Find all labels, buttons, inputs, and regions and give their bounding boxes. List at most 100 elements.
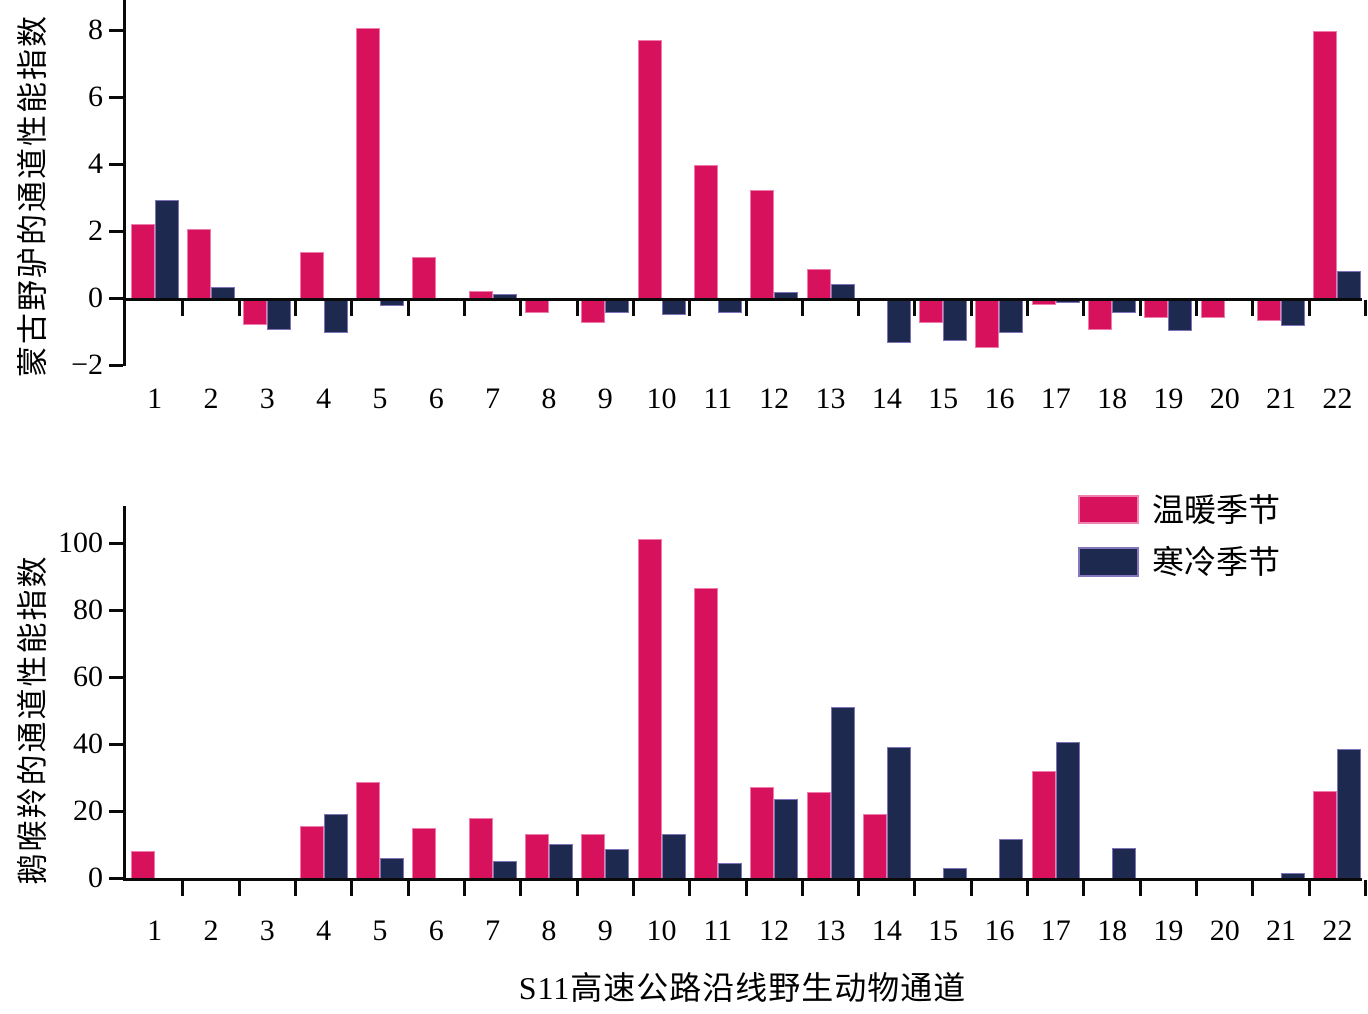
bar-warm-channel-1 [130,223,155,300]
bar-warm-channel-19 [1144,299,1169,318]
bar-warm-channel-15 [919,299,944,323]
x-tick [462,880,466,896]
x-tick [406,880,410,896]
y-tick-label: 8 [88,12,103,46]
x-tick-label-channel-13: 13 [815,382,846,415]
x-tick [1138,880,1142,896]
bar-warm-channel-12 [750,190,775,300]
y-tick [109,162,123,166]
bar-cold-channel-10 [661,299,686,315]
x-tick-label-channel-9: 9 [597,914,613,947]
bar-warm-channel-13 [806,269,831,300]
bar-warm-channel-10 [637,39,662,300]
x-tick [1307,880,1311,896]
bar-cold-channel-16 [999,839,1024,880]
x-tick [688,299,692,316]
x-tick-label-channel-16: 16 [984,382,1015,415]
y-tick-label: 6 [88,79,103,113]
x-tick [1082,880,1086,896]
x-tick [406,299,410,316]
bar-cold-channel-14 [886,299,911,344]
bar-warm-channel-11 [693,165,718,300]
y-tick-label: 60 [73,659,103,693]
bar-warm-channel-11 [693,587,718,880]
x-tick [1026,880,1030,896]
legend-swatch-cold-season [1078,547,1139,577]
bar-warm-channel-2 [186,228,211,300]
bar-cold-channel-4 [323,814,348,880]
y-tick-label: 0 [88,861,103,894]
x-tick [1195,880,1199,896]
x-tick-label-channel-10: 10 [646,914,677,947]
x-tick-label-channel-5: 5 [372,914,388,947]
x-tick-label-channel-4: 4 [316,914,332,947]
y-tick-label: 40 [73,726,103,760]
bar-cold-channel-4 [323,299,348,333]
y-tick-label: −2 [71,347,103,381]
bar-cold-channel-9 [605,299,630,313]
x-tick-label-channel-6: 6 [428,914,444,947]
x-tick-label-channel-1: 1 [147,382,163,415]
x-tick [1364,880,1368,896]
bar-warm-channel-8 [524,299,549,313]
bar-warm-channel-18 [1088,299,1113,330]
x-tick [519,880,523,896]
x-tick-label-channel-12: 12 [759,914,790,947]
x-tick [631,880,635,896]
bar-warm-channel-5 [355,782,380,880]
bar-cold-channel-15 [943,299,968,342]
x-tick-label-channel-1: 1 [147,914,163,947]
y-tick [109,608,123,612]
x-tick [1026,299,1030,316]
x-axis-title: S11高速公路沿线野生动物通道 [518,970,967,1006]
x-tick [350,299,354,316]
x-tick-label-channel-11: 11 [703,382,733,415]
x-tick [1364,299,1368,316]
bar-cold-channel-18 [1112,299,1137,313]
x-tick-label-channel-16: 16 [984,914,1015,947]
bar-warm-channel-21 [1257,299,1282,322]
bar-cold-channel-1 [154,200,179,300]
bar-warm-channel-5 [355,27,380,300]
bar-cold-channel-21 [1281,299,1306,327]
x-tick-label-channel-4: 4 [316,382,332,415]
y-tick-label: 100 [58,525,103,559]
y-tick-label: 20 [73,793,103,827]
x-tick-label-channel-15: 15 [928,382,959,415]
x-tick [293,880,297,896]
y-tick [109,296,123,300]
bar-warm-channel-4 [299,825,324,880]
bar-cold-channel-11 [717,299,742,313]
x-tick-label-channel-22: 22 [1322,914,1353,947]
x-tick-label-channel-14: 14 [871,382,902,415]
x-tick-label-channel-9: 9 [597,382,613,415]
bar-cold-channel-17 [1055,742,1080,880]
bar-warm-channel-10 [637,539,662,880]
bar-warm-channel-1 [130,851,155,880]
bar-warm-channel-4 [299,252,324,300]
bar-warm-channel-9 [581,834,606,880]
y-tick [109,229,123,233]
x-tick [1307,299,1311,316]
x-tick [1251,299,1255,316]
x-tick [857,880,861,896]
bar-warm-channel-13 [806,792,831,880]
x-tick-label-channel-11: 11 [703,914,733,947]
x-tick-label-channel-21: 21 [1266,382,1297,415]
bar-cold-channel-5 [379,857,404,880]
x-tick [1195,299,1199,316]
bar-cold-channel-19 [1168,299,1193,332]
y-tick [109,675,123,679]
bar-warm-channel-12 [750,787,775,880]
x-tick [181,299,185,316]
x-axis-line [123,878,1362,881]
x-tick-label-channel-17: 17 [1040,382,1071,415]
x-tick-label-channel-5: 5 [372,382,388,415]
bar-cold-channel-10 [661,834,686,880]
bar-warm-channel-9 [581,299,606,323]
x-axis-line [123,297,1362,301]
y-tick [109,95,123,99]
x-tick-label-channel-10: 10 [646,382,677,415]
x-tick-label-channel-21: 21 [1266,914,1297,947]
